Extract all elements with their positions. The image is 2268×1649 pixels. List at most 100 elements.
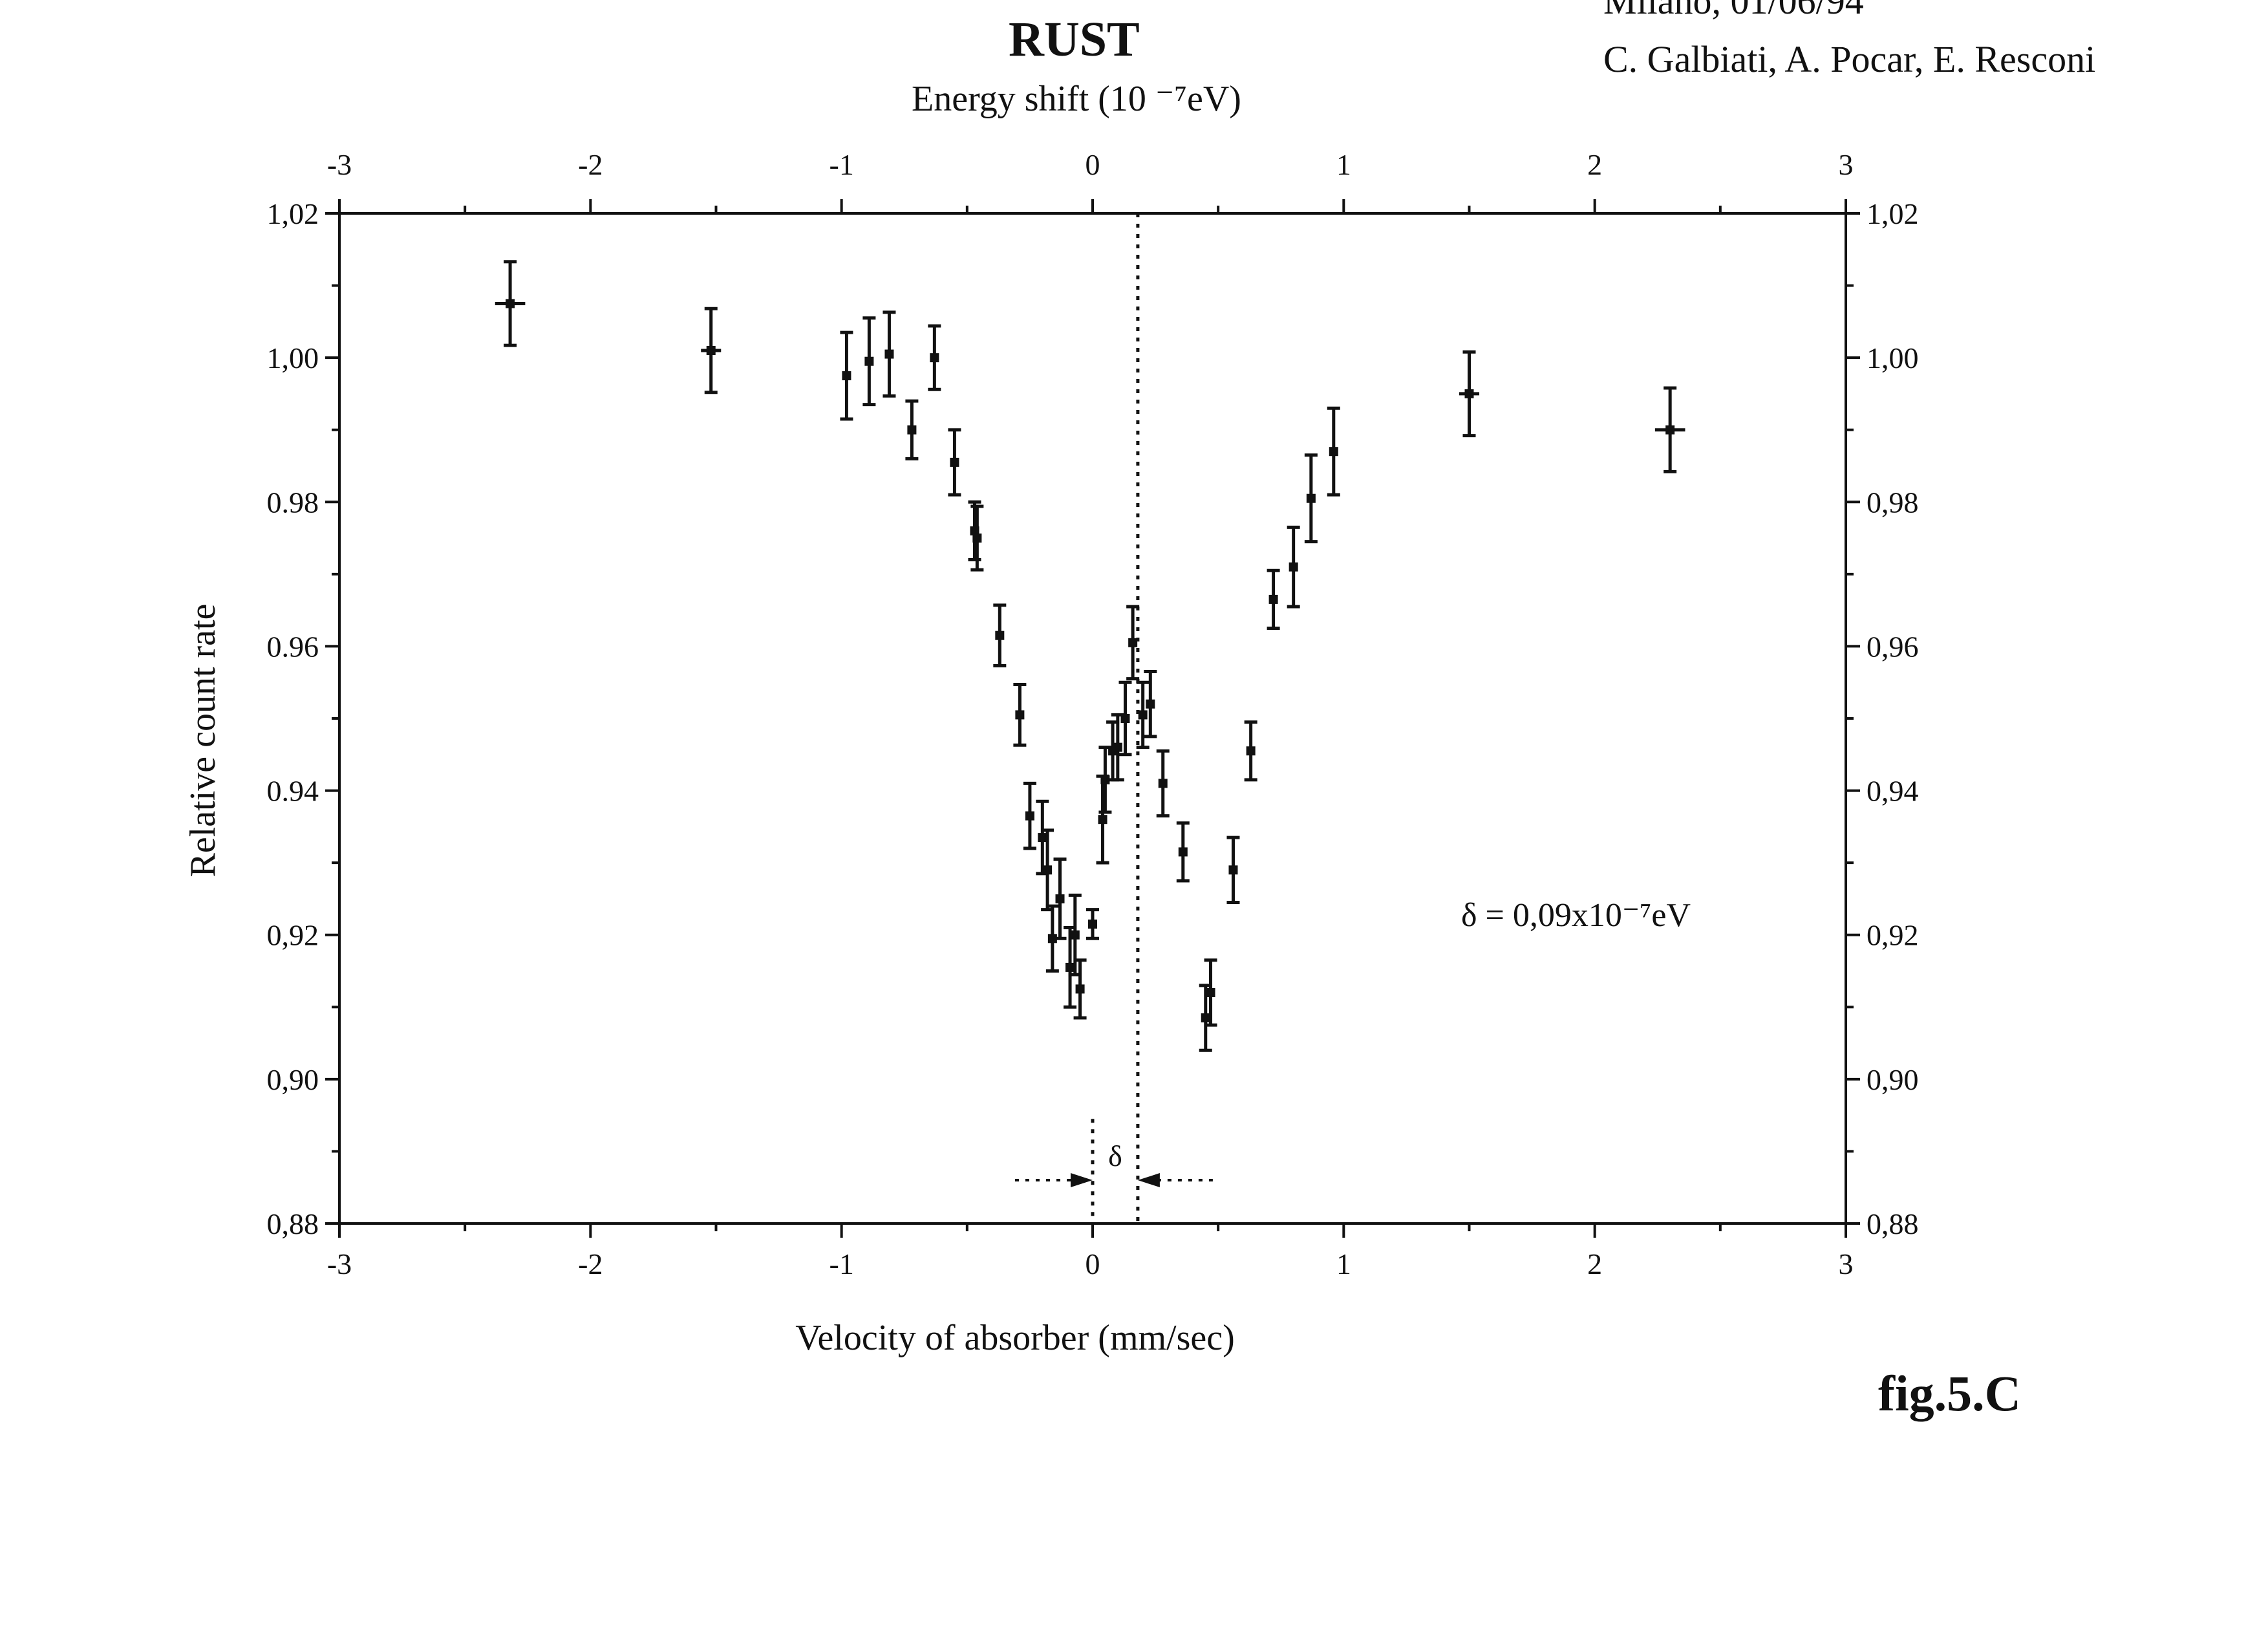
point-marker: [1138, 710, 1148, 720]
chart-title: RUST: [1009, 12, 1140, 67]
point-marker: [1306, 493, 1316, 503]
point-marker: [1075, 984, 1085, 994]
top-x-tick-label: -2: [578, 148, 603, 181]
axis-ticks: [325, 199, 1860, 1238]
data-point: [1459, 350, 1480, 438]
y-tick-label-right: 1,02: [1867, 197, 1919, 230]
x-tick-label: 3: [1839, 1247, 1854, 1280]
top-x-tick-label: -3: [327, 148, 352, 181]
x-tick-label: 0: [1086, 1247, 1100, 1280]
data-point: [495, 260, 526, 347]
point-marker: [1055, 894, 1065, 903]
x-tick-label: -2: [578, 1247, 603, 1280]
point-marker: [1025, 811, 1034, 821]
point-marker: [907, 425, 917, 435]
point-marker: [1065, 962, 1075, 972]
point-marker: [864, 356, 874, 366]
y-tick-label-left: 0,92: [267, 919, 319, 952]
data-point: [862, 316, 876, 407]
data-point: [1327, 406, 1340, 497]
data-point: [1244, 720, 1257, 782]
figure-label: fig.5.C: [1878, 1365, 2021, 1421]
point-marker: [1246, 746, 1256, 756]
y-tick-label-right: 0,88: [1867, 1207, 1919, 1240]
point-marker: [1201, 1013, 1210, 1023]
y-tick-label-right: 0,90: [1867, 1063, 1919, 1096]
point-marker: [1047, 934, 1057, 943]
point-marker: [1098, 815, 1107, 824]
x-axis-label: Velocity of absorber (mm/sec): [795, 1318, 1235, 1358]
point-marker: [1070, 930, 1080, 940]
tick-labels: -3 -2 -1 0 1 2 3 -3 -2 -1 0 1 2 3 0,88 0,88 0,90 0,90 0,92…: [267, 148, 1919, 1280]
top-x-tick-label: -1: [829, 148, 854, 181]
data-point: [1086, 908, 1099, 940]
data-point: [1287, 525, 1300, 609]
x-tick-label: 2: [1587, 1247, 1602, 1280]
point-marker: [506, 299, 515, 308]
y-tick-label-right: 0,98: [1867, 486, 1919, 519]
point-marker: [1120, 714, 1130, 723]
point-marker: [995, 630, 1005, 640]
point-marker: [884, 349, 894, 359]
y-tick-label-right: 0,92: [1867, 919, 1919, 952]
top-x-tick-label: 2: [1587, 148, 1602, 181]
data-point: [993, 603, 1007, 668]
data-point: [1199, 984, 1212, 1052]
point-marker: [950, 457, 959, 467]
data-points: [495, 260, 1685, 1052]
data-point: [1304, 453, 1318, 544]
point-marker: [1289, 562, 1298, 572]
top-x-tick-label: 1: [1336, 148, 1351, 181]
authors-line: C. Galbiati, A. Pocar, E. Resconi: [1603, 38, 2096, 80]
data-point: [701, 307, 722, 394]
point-marker: [930, 353, 939, 363]
y-tick-label-left: 0,90: [267, 1063, 319, 1096]
plot-frame: [338, 212, 1847, 1225]
point-marker: [1665, 425, 1675, 435]
plot-border: [338, 212, 1847, 1225]
data-point: [970, 504, 984, 572]
data-point: [905, 399, 919, 460]
delta-arrow-right-head: [1137, 1173, 1160, 1188]
delta-arrow-left-head: [1071, 1173, 1093, 1188]
point-marker: [1206, 987, 1215, 997]
data-point: [1176, 821, 1190, 883]
point-marker: [1329, 447, 1338, 457]
point-marker: [1268, 594, 1278, 604]
data-point: [968, 500, 981, 562]
top-axis-label: Energy shift (10 ⁻⁷eV): [912, 79, 1241, 119]
data-point: [948, 428, 961, 497]
data-point: [1204, 958, 1217, 1027]
delta-annotation: δ = 0,09x10⁻⁷eV: [1461, 897, 1691, 934]
data-point: [1156, 749, 1170, 818]
x-tick-label: 1: [1336, 1247, 1351, 1280]
data-point: [1096, 774, 1109, 865]
y-tick-label-right: 0,96: [1867, 630, 1919, 663]
y-axis-label: Relative count rate: [183, 604, 223, 878]
point-marker: [1015, 710, 1025, 720]
y-tick-label-right: 1,00: [1867, 341, 1919, 374]
point-marker: [1088, 919, 1097, 929]
x-tick-label: -1: [829, 1247, 854, 1280]
point-marker: [1228, 865, 1238, 875]
data-point: [1144, 669, 1157, 738]
data-point: [1126, 605, 1140, 681]
data-point: [1023, 781, 1036, 850]
point-marker: [1178, 847, 1188, 857]
point-marker: [972, 534, 982, 543]
y-tick-label-left: 0.94: [267, 775, 319, 808]
point-marker: [1464, 389, 1474, 398]
date-line: Milano, 01/06/94: [1603, 0, 1864, 22]
y-tick-label-left: 1,00: [267, 341, 319, 374]
point-marker: [842, 371, 851, 381]
data-point: [1013, 683, 1027, 747]
data-point: [1045, 904, 1059, 973]
point-marker: [1100, 775, 1110, 784]
data-point: [1267, 568, 1280, 630]
data-point: [1073, 958, 1087, 1020]
y-tick-label-left: 0,88: [267, 1207, 319, 1240]
data-point: [1053, 857, 1067, 940]
data-point: [928, 324, 941, 391]
y-tick-label-left: 1,02: [267, 197, 319, 230]
